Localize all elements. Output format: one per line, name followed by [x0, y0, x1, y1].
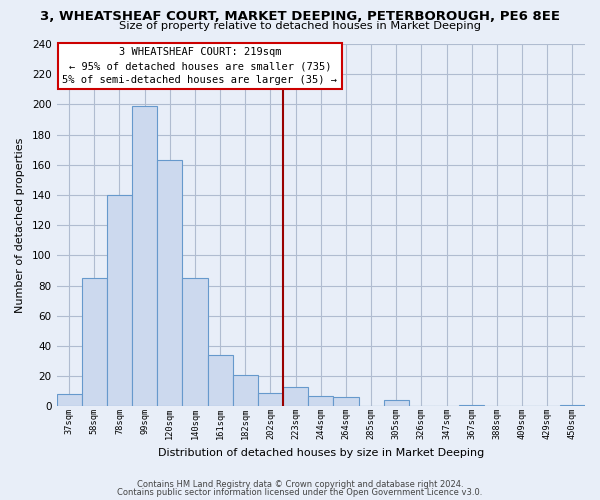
Bar	[383, 400, 409, 406]
Text: Contains HM Land Registry data © Crown copyright and database right 2024.: Contains HM Land Registry data © Crown c…	[137, 480, 463, 489]
Bar	[233, 374, 258, 406]
Text: 3, WHEATSHEAF COURT, MARKET DEEPING, PETERBOROUGH, PE6 8EE: 3, WHEATSHEAF COURT, MARKET DEEPING, PET…	[40, 10, 560, 23]
Text: Contains public sector information licensed under the Open Government Licence v3: Contains public sector information licen…	[118, 488, 482, 497]
Bar	[182, 278, 208, 406]
Bar	[334, 397, 359, 406]
Bar	[258, 392, 283, 406]
Bar	[283, 386, 308, 406]
Y-axis label: Number of detached properties: Number of detached properties	[15, 138, 25, 313]
Bar	[560, 405, 585, 406]
Bar	[82, 278, 107, 406]
Bar	[157, 160, 182, 406]
Bar	[56, 394, 82, 406]
Bar	[132, 106, 157, 406]
Bar	[459, 405, 484, 406]
Bar	[308, 396, 334, 406]
X-axis label: Distribution of detached houses by size in Market Deeping: Distribution of detached houses by size …	[158, 448, 484, 458]
Bar	[107, 195, 132, 406]
Bar	[208, 355, 233, 406]
Text: Size of property relative to detached houses in Market Deeping: Size of property relative to detached ho…	[119, 21, 481, 31]
Text: 3 WHEATSHEAF COURT: 219sqm
← 95% of detached houses are smaller (735)
5% of semi: 3 WHEATSHEAF COURT: 219sqm ← 95% of deta…	[62, 47, 337, 85]
